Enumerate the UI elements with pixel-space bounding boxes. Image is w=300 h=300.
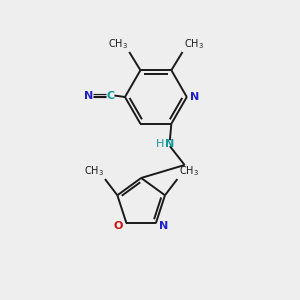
Text: C: C <box>107 91 115 100</box>
Text: N: N <box>165 139 175 149</box>
Text: CH$_3$: CH$_3$ <box>108 37 128 51</box>
Text: CH$_3$: CH$_3$ <box>178 164 199 178</box>
Text: H: H <box>156 139 164 149</box>
Text: CH$_3$: CH$_3$ <box>184 37 204 51</box>
Text: N: N <box>190 92 200 102</box>
Text: N: N <box>84 91 93 100</box>
Text: O: O <box>113 220 123 231</box>
Text: N: N <box>159 220 169 231</box>
Text: CH$_3$: CH$_3$ <box>84 164 104 178</box>
